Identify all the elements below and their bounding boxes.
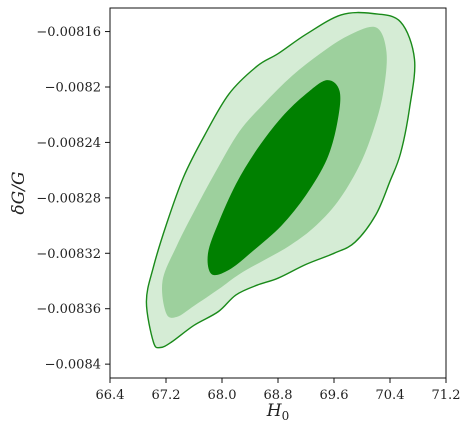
y-axis-ticks: −0.0084 −0.00836 −0.00832 −0.00828 −0.00824 −… — [36, 25, 110, 373]
x-tick-label: 69.6 — [320, 388, 349, 403]
y-tick-label: −0.00824 — [36, 136, 101, 151]
x-tick-label: 71.2 — [432, 388, 461, 403]
y-tick-label: −0.0084 — [45, 358, 101, 373]
y-tick-label: −0.00816 — [36, 25, 101, 40]
x-axis-label: H0 — [266, 401, 289, 423]
x-tick-label: 68.0 — [208, 388, 237, 403]
y-tick-label: −0.00828 — [36, 191, 101, 206]
x-tick-label: 67.2 — [152, 388, 181, 403]
contour-regions — [145, 11, 416, 349]
axis-labels: H0 δG/G — [9, 171, 289, 423]
y-tick-label: −0.00836 — [36, 302, 101, 317]
y-axis-label: δG/G — [9, 171, 29, 214]
y-tick-label: −0.00832 — [36, 247, 101, 262]
x-axis-ticks: 66.4 67.2 68.0 68.8 69.6 70.4 71.2 — [96, 378, 461, 403]
x-tick-label: 68.8 — [264, 388, 293, 403]
y-tick-label: −0.0082 — [45, 80, 101, 95]
x-tick-label: 66.4 — [96, 388, 125, 403]
x-tick-label: 70.4 — [376, 388, 405, 403]
contour-inner — [207, 80, 341, 276]
